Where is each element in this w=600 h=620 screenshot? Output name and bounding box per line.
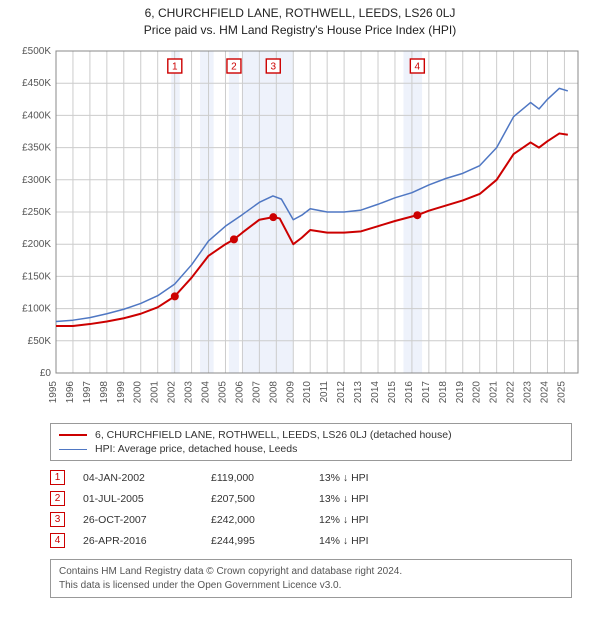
svg-text:2024: 2024 — [539, 381, 550, 404]
svg-text:£200K: £200K — [22, 239, 51, 250]
svg-text:1997: 1997 — [82, 381, 93, 404]
attribution-line1: Contains HM Land Registry data © Crown c… — [59, 565, 563, 579]
sales-table: 1 04-JAN-2002 £119,000 13% ↓ HPI 2 01-JUL-200… — [50, 467, 572, 551]
svg-text:£350K: £350K — [22, 143, 51, 154]
svg-text:2020: 2020 — [472, 381, 483, 404]
legend-item: 6, CHURCHFIELD LANE, ROTHWELL, LEEDS, LS… — [59, 428, 563, 442]
chart-svg: £0 £50K £100K £150K £200K £250K £300K £350K £400… — [10, 45, 590, 415]
page: 6, CHURCHFIELD LANE, ROTHWELL, LEEDS, LS… — [0, 0, 600, 606]
sale-price: £242,000 — [211, 514, 301, 526]
sale-delta: 13% ↓ HPI — [319, 472, 419, 484]
title-block: 6, CHURCHFIELD LANE, ROTHWELL, LEEDS, LS… — [10, 6, 590, 37]
svg-text:2011: 2011 — [319, 381, 330, 403]
svg-text:1: 1 — [172, 62, 178, 73]
svg-text:£150K: £150K — [22, 271, 51, 282]
svg-text:2005: 2005 — [217, 381, 228, 404]
svg-text:2025: 2025 — [556, 381, 567, 404]
svg-text:1999: 1999 — [116, 381, 127, 404]
sale-date: 26-APR-2016 — [83, 535, 193, 547]
attribution-line2: This data is licensed under the Open Gov… — [59, 579, 563, 593]
svg-text:2002: 2002 — [167, 381, 178, 404]
legend-label: HPI: Average price, detached house, Leed… — [95, 443, 297, 455]
sale-date: 04-JAN-2002 — [83, 472, 193, 484]
svg-text:1998: 1998 — [99, 381, 110, 404]
svg-text:2: 2 — [231, 62, 237, 73]
svg-text:2019: 2019 — [455, 381, 466, 404]
svg-text:£250K: £250K — [22, 207, 51, 218]
svg-text:2012: 2012 — [336, 381, 347, 404]
svg-text:1995: 1995 — [48, 381, 59, 404]
svg-text:£400K: £400K — [22, 110, 51, 121]
sale-delta: 12% ↓ HPI — [319, 514, 419, 526]
svg-text:2006: 2006 — [234, 381, 245, 404]
title-subtitle: Price paid vs. HM Land Registry's House … — [10, 23, 590, 37]
legend-swatch — [59, 434, 87, 436]
svg-text:2021: 2021 — [489, 381, 500, 404]
sale-price: £244,995 — [211, 535, 301, 547]
svg-text:2017: 2017 — [421, 381, 432, 404]
title-address: 6, CHURCHFIELD LANE, ROTHWELL, LEEDS, LS… — [10, 6, 590, 20]
legend-swatch — [59, 449, 87, 450]
svg-text:2023: 2023 — [523, 381, 534, 404]
svg-text:4: 4 — [415, 62, 421, 73]
sale-price: £207,500 — [211, 493, 301, 505]
legend-label: 6, CHURCHFIELD LANE, ROTHWELL, LEEDS, LS… — [95, 429, 452, 441]
legend-item: HPI: Average price, detached house, Leed… — [59, 442, 563, 456]
svg-text:2016: 2016 — [404, 381, 415, 404]
svg-text:2014: 2014 — [370, 381, 381, 404]
svg-text:2009: 2009 — [285, 381, 296, 404]
svg-text:2010: 2010 — [302, 381, 313, 404]
legend: 6, CHURCHFIELD LANE, ROTHWELL, LEEDS, LS… — [50, 423, 572, 461]
sale-date: 26-OCT-2007 — [83, 514, 193, 526]
sale-marker: 3 — [50, 512, 65, 527]
chart: £0 £50K £100K £150K £200K £250K £300K £350K £400… — [10, 45, 590, 415]
svg-text:£100K: £100K — [22, 304, 51, 315]
svg-text:3: 3 — [270, 62, 276, 73]
svg-text:2004: 2004 — [201, 381, 212, 404]
attribution: Contains HM Land Registry data © Crown c… — [50, 559, 572, 598]
sale-marker: 1 — [50, 470, 65, 485]
svg-text:2003: 2003 — [184, 381, 195, 404]
sale-row: 1 04-JAN-2002 £119,000 13% ↓ HPI — [50, 467, 572, 488]
svg-text:£50K: £50K — [28, 336, 52, 347]
svg-text:£500K: £500K — [22, 46, 51, 57]
sale-row: 2 01-JUL-2005 £207,500 13% ↓ HPI — [50, 488, 572, 509]
svg-text:2015: 2015 — [387, 381, 398, 404]
svg-text:2001: 2001 — [150, 381, 161, 404]
svg-text:1996: 1996 — [65, 381, 76, 404]
svg-text:2008: 2008 — [268, 381, 279, 404]
svg-text:2000: 2000 — [133, 381, 144, 404]
svg-text:2018: 2018 — [438, 381, 449, 404]
svg-text:2013: 2013 — [353, 381, 364, 404]
sale-price: £119,000 — [211, 472, 301, 484]
sale-delta: 13% ↓ HPI — [319, 493, 419, 505]
sale-marker: 2 — [50, 491, 65, 506]
svg-text:£0: £0 — [40, 368, 52, 379]
svg-text:2007: 2007 — [251, 381, 262, 404]
sale-date: 01-JUL-2005 — [83, 493, 193, 505]
sale-marker: 4 — [50, 533, 65, 548]
svg-text:£450K: £450K — [22, 78, 51, 89]
sale-row: 4 26-APR-2016 £244,995 14% ↓ HPI — [50, 530, 572, 551]
sale-row: 3 26-OCT-2007 £242,000 12% ↓ HPI — [50, 509, 572, 530]
sale-delta: 14% ↓ HPI — [319, 535, 419, 547]
svg-text:2022: 2022 — [506, 381, 517, 404]
svg-text:£300K: £300K — [22, 175, 51, 186]
